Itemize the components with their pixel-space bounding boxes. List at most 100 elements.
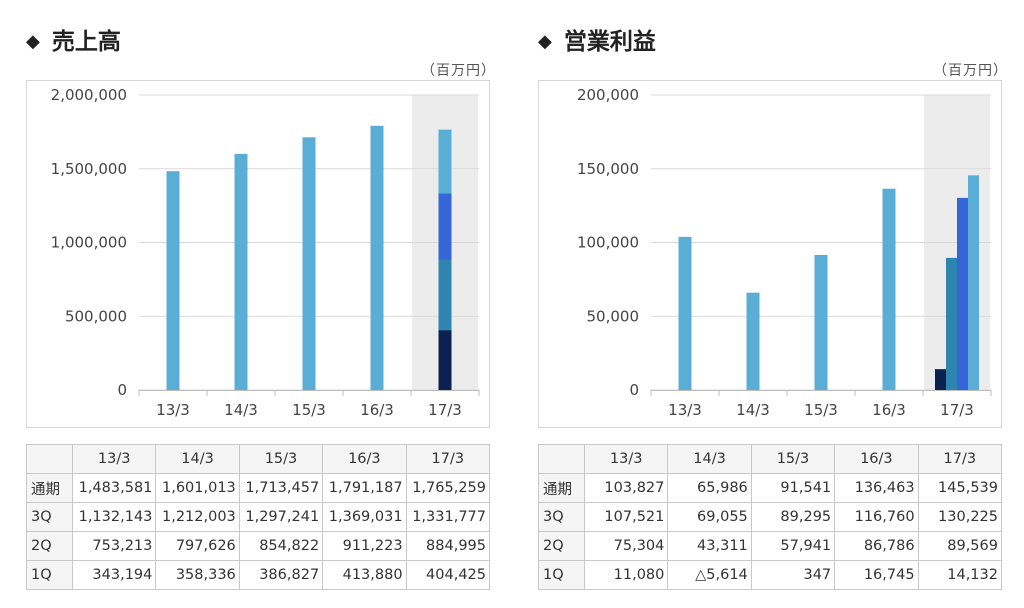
y-tick-label: 50,000	[587, 307, 640, 325]
bar-group-通期	[968, 175, 979, 390]
table-row: 通期 103,827 65,986 91,541 136,463 145,539	[538, 473, 1003, 503]
sales-chart: 0 500,000 1,000,000 1,500,000 2,000,000 13/3 1…	[26, 80, 490, 428]
bar-group-1Q	[935, 369, 946, 390]
x-tick-label: 13/3	[668, 401, 702, 419]
bar-13-3	[166, 171, 180, 390]
table-cell: 107,521	[583, 502, 669, 532]
y-tick-label: 0	[117, 381, 127, 399]
table-column-header: 15/3	[750, 444, 836, 474]
sales-panel: ◆ 売上高 （百万円） 0 500,000 1,000,000 1,500,000 2,0…	[22, 0, 502, 608]
table-cell: 884,995	[405, 531, 491, 561]
sales-unit-label: （百万円）	[421, 63, 496, 79]
y-tick-label: 2,000,000	[51, 86, 127, 104]
table-cell: 16,745	[834, 560, 919, 590]
table-cell: 130,225	[917, 502, 1003, 532]
y-tick-label: 500,000	[65, 307, 127, 325]
table-cell: 1,331,777	[405, 502, 491, 532]
table-column-header: 15/3	[238, 444, 324, 474]
table-cell: 358,336	[155, 560, 240, 590]
x-tick-label: 14/3	[224, 401, 258, 419]
table-row-label: 3Q	[26, 502, 73, 532]
table-column-header	[26, 444, 73, 474]
table-cell: 14,132	[917, 560, 1003, 590]
operating-profit-table: 13/3 14/3 15/3 16/3 17/3 通期 103,827 65,986 91,5…	[538, 444, 1003, 590]
table-cell: 797,626	[155, 531, 240, 561]
table-cell: 347	[750, 560, 836, 590]
y-tick-label: 150,000	[577, 160, 639, 178]
bar-16-3	[370, 125, 384, 390]
table-cell: 65,986	[667, 473, 752, 503]
x-tick-label: 13/3	[156, 401, 190, 419]
sales-table: 13/3 14/3 15/3 16/3 17/3 通期 1,483,581 1,601,01…	[26, 444, 491, 590]
table-cell: 1,297,241	[238, 502, 324, 532]
table-cell: 386,827	[238, 560, 324, 590]
diamond-bullet-icon: ◆	[26, 31, 40, 52]
table-row-label: 2Q	[26, 531, 73, 561]
table-cell: 1,483,581	[71, 473, 157, 503]
table-cell: 1,212,003	[155, 502, 240, 532]
sales-chart-svg: 0 500,000 1,000,000 1,500,000 2,000,000 13/3 1…	[51, 86, 480, 419]
sales-table-header-row: 13/3 14/3 15/3 16/3 17/3	[26, 444, 491, 474]
table-column-header: 14/3	[667, 444, 752, 474]
table-cell: 103,827	[583, 473, 669, 503]
table-row: 1Q 11,080 △5,614 347 16,745 14,132	[538, 560, 1003, 590]
x-tick-label: 16/3	[360, 401, 394, 419]
table-cell: △5,614	[667, 560, 752, 590]
table-row-label: 1Q	[26, 560, 73, 590]
table-cell: 136,463	[834, 473, 919, 503]
table-column-header: 13/3	[583, 444, 669, 474]
table-column-header: 13/3	[71, 444, 157, 474]
y-tick-label: 1,000,000	[51, 234, 127, 252]
y-tick-label: 0	[629, 381, 639, 399]
table-column-header: 17/3	[405, 444, 491, 474]
table-cell: 43,311	[667, 531, 752, 561]
bar-14-3	[234, 153, 248, 390]
bar-group-2Q	[946, 257, 957, 390]
table-column-header: 16/3	[834, 444, 919, 474]
y-tick-label: 200,000	[577, 86, 639, 104]
table-cell: 854,822	[238, 531, 324, 561]
bar-14-3	[746, 292, 760, 390]
table-row: 通期 1,483,581 1,601,013 1,713,457 1,791,187 1,…	[26, 473, 491, 503]
table-column-header: 14/3	[155, 444, 240, 474]
x-tick-label: 17/3	[428, 401, 462, 419]
operating-profit-chart-svg: 0 50,000 100,000 150,000 200,000 13/3 14/3 15/3…	[577, 86, 992, 419]
operating-profit-title: ◆ 営業利益	[538, 22, 656, 56]
table-cell: 1,791,187	[322, 473, 407, 503]
operating-profit-table-header-row: 13/3 14/3 15/3 16/3 17/3	[538, 444, 1003, 474]
bar-segment-1Q	[438, 330, 452, 390]
table-cell: 91,541	[750, 473, 836, 503]
sales-title-text: 売上高	[51, 29, 121, 55]
x-tick-label: 17/3	[940, 401, 974, 419]
operating-profit-chart: 0 50,000 100,000 150,000 200,000 13/3 14/3 15/3…	[538, 80, 1002, 428]
table-row: 3Q 107,521 69,055 89,295 116,760 130,225	[538, 502, 1003, 532]
table-cell: 57,941	[750, 531, 836, 561]
table-cell: 69,055	[667, 502, 752, 532]
table-cell: 1,601,013	[155, 473, 240, 503]
bar-13-3	[678, 236, 692, 390]
table-cell: 1,369,031	[322, 502, 407, 532]
table-row: 2Q 75,304 43,311 57,941 86,786 89,569	[538, 531, 1003, 561]
y-tick-label: 1,500,000	[51, 160, 127, 178]
operating-profit-panel: ◆ 営業利益 （百万円） 0 50,000 100,000 150,000 200,000…	[534, 0, 1014, 608]
table-column-header	[538, 444, 585, 474]
table-cell: 911,223	[322, 531, 407, 561]
table-row: 1Q 343,194 358,336 386,827 413,880 404,425	[26, 560, 491, 590]
table-cell: 1,765,259	[405, 473, 491, 503]
x-tick-label: 16/3	[872, 401, 906, 419]
table-cell: 11,080	[583, 560, 669, 590]
table-cell: 86,786	[834, 531, 919, 561]
table-cell: 89,569	[917, 531, 1003, 561]
x-tick-label: 14/3	[736, 401, 770, 419]
table-cell: 413,880	[322, 560, 407, 590]
table-cell: 116,760	[834, 502, 919, 532]
operating-profit-unit-label: （百万円）	[933, 63, 1008, 79]
y-tick-label: 100,000	[577, 234, 639, 252]
table-row: 2Q 753,213 797,626 854,822 911,223 884,995	[26, 531, 491, 561]
table-cell: 404,425	[405, 560, 491, 590]
table-row: 3Q 1,132,143 1,212,003 1,297,241 1,369,031 1,…	[26, 502, 491, 532]
bar-16-3	[882, 188, 896, 390]
diamond-bullet-icon: ◆	[538, 31, 552, 52]
table-row-label: 2Q	[538, 531, 585, 561]
table-row-label: 1Q	[538, 560, 585, 590]
